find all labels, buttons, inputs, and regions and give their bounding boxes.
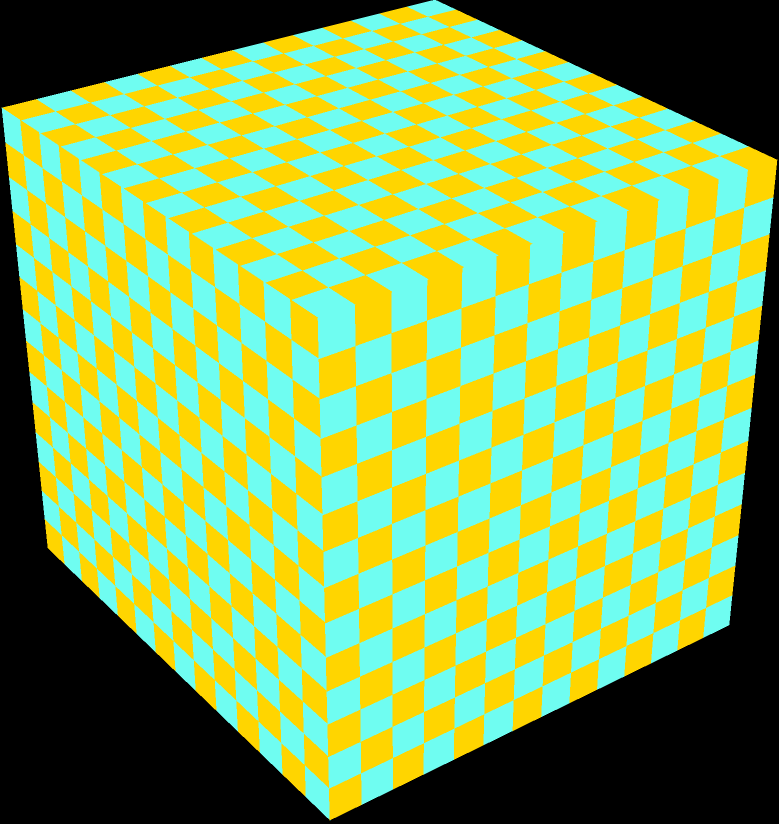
checker-cell: [703, 595, 733, 638]
cube-face-front-left: [1, 107, 331, 821]
cube-face-top: [1, 0, 778, 319]
cube-face-front-right: [317, 159, 778, 821]
